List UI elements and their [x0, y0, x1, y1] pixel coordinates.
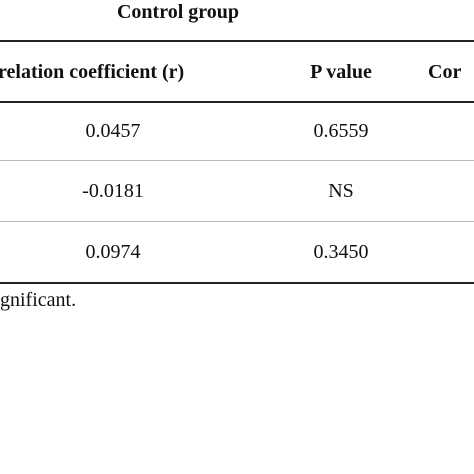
- cell: 0.0457: [85, 120, 141, 142]
- rule: [0, 160, 474, 161]
- cell: 0.6559: [313, 120, 369, 142]
- rule: [0, 282, 474, 284]
- cell: -0.0181: [82, 180, 144, 202]
- cell: NS: [328, 180, 354, 202]
- rule: [0, 40, 474, 42]
- group-title: Control group: [116, 1, 240, 23]
- cell: 0.3450: [313, 241, 369, 263]
- rule: [0, 221, 474, 222]
- column-header: relation coefficient (r): [0, 61, 185, 83]
- footnote: gnificant.: [0, 289, 77, 311]
- column-header: P value: [310, 61, 372, 83]
- rule: [0, 101, 474, 103]
- cell: 0.0974: [85, 241, 141, 263]
- column-header: Cor: [428, 61, 462, 83]
